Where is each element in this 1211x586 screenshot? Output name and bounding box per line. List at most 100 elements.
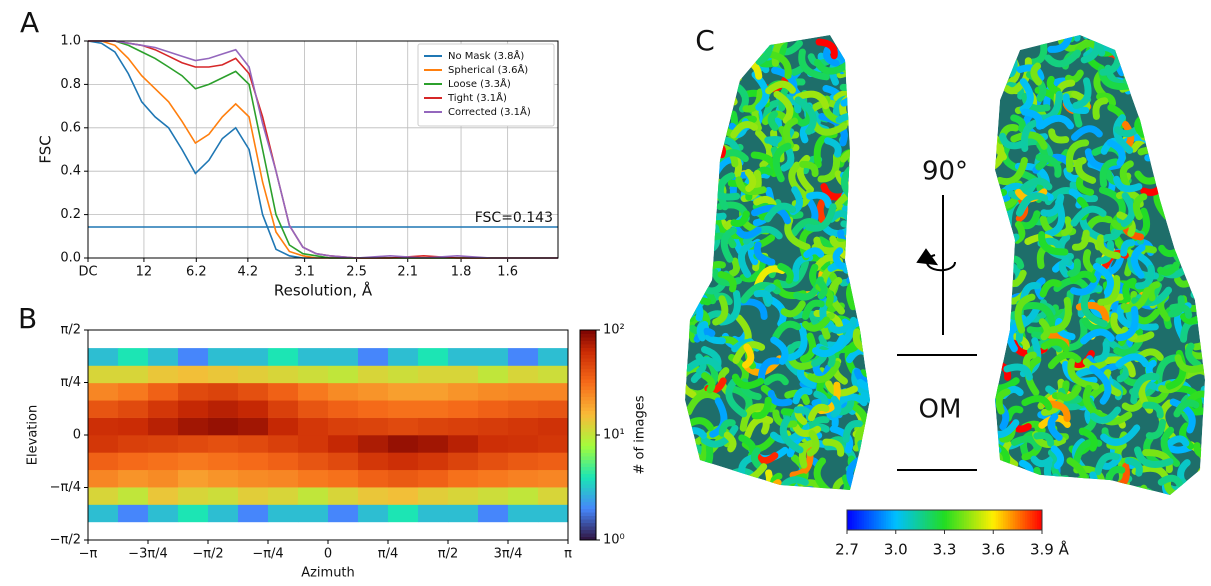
colorbar-segment — [949, 510, 953, 530]
density-strand — [1046, 75, 1062, 95]
density-strand — [685, 225, 687, 247]
density-bin — [88, 348, 119, 366]
density-strand — [691, 126, 704, 153]
density-strand — [1015, 192, 1049, 217]
density-strand — [995, 215, 998, 234]
colorbar-segment — [973, 510, 977, 530]
density-strand — [860, 391, 870, 430]
density-strand — [858, 284, 870, 301]
density-strand — [995, 468, 1009, 486]
colorbar-segment — [859, 510, 863, 530]
density-strand — [767, 389, 793, 407]
density-strand — [869, 230, 870, 254]
colorbar-segment — [580, 337, 596, 341]
colorbar-title: # of images — [633, 395, 648, 474]
colorbar-segment — [580, 452, 596, 457]
density-strand — [995, 474, 1006, 491]
density-strand — [846, 276, 864, 311]
density-strand — [1119, 56, 1154, 85]
colorbar-segment — [580, 372, 596, 376]
density-bin — [178, 487, 209, 505]
density-strand — [1030, 62, 1043, 86]
density-strand — [1018, 459, 1034, 479]
colorbar-segment — [580, 438, 596, 443]
colorbar-segment — [580, 393, 596, 397]
colorbar-segment — [871, 510, 875, 530]
density-bin — [148, 469, 179, 488]
density-strand — [786, 322, 808, 362]
density-strand — [1185, 342, 1202, 368]
density-strand — [858, 68, 870, 89]
density-bin — [448, 487, 479, 505]
density-strand — [1158, 0, 1177, 31]
y-axis-title: FSC — [37, 135, 55, 163]
density-bin — [418, 417, 449, 436]
colorbar-segment — [1022, 510, 1026, 530]
density-strand — [866, 432, 870, 455]
density-bin — [358, 348, 389, 366]
density-strand — [1033, 432, 1055, 447]
colorbar-tick-label: 10⁰ — [603, 533, 625, 548]
density-strand — [685, 101, 704, 125]
density-strand — [730, 121, 759, 139]
density-strand — [995, 229, 1007, 265]
density-strand — [695, 465, 728, 485]
density-bin — [118, 435, 149, 453]
density-bin — [88, 382, 119, 401]
density-strand — [817, 152, 841, 183]
colorbar-segment — [580, 396, 596, 401]
density-strand — [1099, 479, 1130, 495]
density-strand — [803, 247, 825, 259]
density-strand — [717, 290, 741, 326]
colorbar-segment — [580, 480, 596, 485]
density-strand — [1047, 35, 1075, 43]
density-strand — [1168, 295, 1185, 318]
colorbar-segment — [912, 510, 916, 530]
density-strand — [685, 369, 697, 399]
colorbar-segment — [893, 510, 897, 530]
density-strand — [672, 438, 680, 463]
legend-label: No Mask (3.8Å) — [448, 49, 524, 62]
density-bin — [208, 365, 239, 384]
density-strand — [1169, 398, 1196, 434]
density-strand — [1139, 65, 1161, 91]
density-strand — [847, 165, 870, 183]
colorbar-segment — [990, 510, 994, 530]
density-strand — [876, 184, 888, 198]
density-strand — [805, 191, 833, 209]
x-tick-label: 1.8 — [451, 265, 472, 280]
colorbar-segment — [920, 510, 924, 530]
density-bin — [148, 400, 179, 418]
colorbar-segment — [580, 505, 596, 509]
density-strand — [1170, 49, 1202, 83]
density-bin — [88, 400, 119, 418]
colorbar-segment — [580, 386, 596, 390]
colorbar-segment — [580, 361, 596, 366]
density-strand — [770, 336, 789, 365]
density-strand — [1068, 477, 1087, 495]
density-bin — [268, 400, 299, 418]
density-strand — [1152, 76, 1173, 118]
density-bin — [418, 348, 449, 366]
colorbar-segment — [580, 414, 596, 418]
density-strand — [1058, 257, 1070, 278]
density-strand — [1101, 35, 1121, 38]
density-strand — [1067, 358, 1100, 390]
colorbar-segment — [580, 330, 596, 334]
density-strand — [723, 431, 737, 453]
density-strand — [971, 76, 991, 104]
density-strand — [1094, 452, 1120, 476]
density-strand — [1001, 35, 1014, 46]
density-strand — [1160, 426, 1181, 468]
density-strand — [839, 149, 861, 163]
density-strand — [1081, 471, 1100, 495]
density-bin — [508, 469, 539, 488]
colorbar-segment — [580, 477, 596, 481]
density-strand — [853, 136, 870, 168]
density-bin — [88, 365, 119, 384]
density-strand — [685, 239, 699, 253]
density-strand — [1119, 160, 1134, 188]
density-strand — [710, 35, 727, 36]
density-strand — [846, 198, 870, 217]
colorbar-segment — [580, 449, 596, 453]
